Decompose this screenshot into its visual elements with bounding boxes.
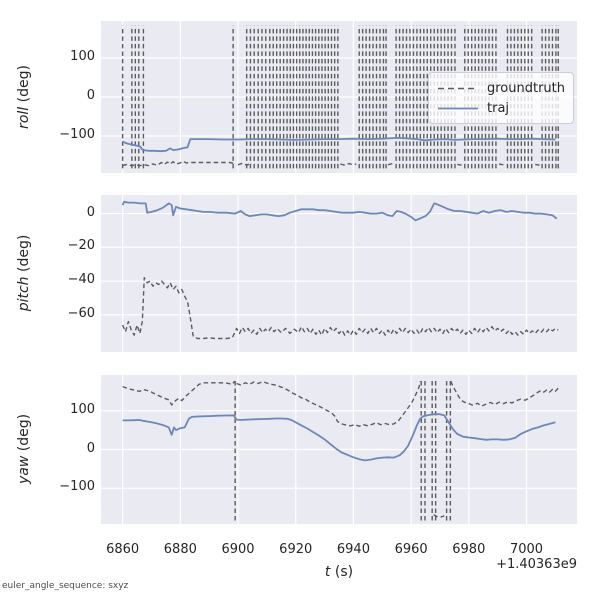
yaw-axis-label-unit: (deg) bbox=[16, 413, 32, 456]
pitch-axis-label-unit: (deg) bbox=[16, 234, 32, 277]
dashed-line-sample bbox=[438, 87, 478, 89]
pitch-y-tick-label: −60 bbox=[67, 305, 95, 321]
legend-entry-traj: traj bbox=[438, 101, 564, 116]
roll-y-tick-label: 100 bbox=[70, 49, 95, 65]
pitch-axes-background bbox=[101, 195, 577, 352]
yaw-series-traj bbox=[122, 413, 556, 462]
x-tick-label: 6900 bbox=[221, 542, 255, 557]
x-axis-label: t (s) bbox=[325, 564, 353, 580]
pitch-axis-label-var: pitch bbox=[16, 276, 32, 312]
yaw-axis-label-var: yaw bbox=[16, 455, 32, 485]
legend-label-traj: traj bbox=[487, 100, 510, 116]
pitch-y-tick-label: 0 bbox=[86, 204, 95, 220]
x-axis-label-var: t bbox=[324, 564, 331, 580]
yaw-y-tick-label: −100 bbox=[59, 479, 95, 495]
legend: groundtruth traj bbox=[428, 72, 574, 124]
x-tick-label: 7000 bbox=[509, 542, 544, 557]
pitch-series-groundtruth bbox=[121, 277, 559, 340]
x-axis-offset-text: +1.40363e9 bbox=[496, 557, 577, 572]
roll-series-groundtruth bbox=[122, 160, 540, 167]
yaw-y-tick-label: 100 bbox=[70, 401, 95, 417]
x-tick-label: 6960 bbox=[394, 542, 428, 557]
legend-entry-groundtruth: groundtruth bbox=[438, 80, 566, 96]
roll-axis-label-unit: (deg) bbox=[16, 65, 32, 107]
yaw-series-groundtruth bbox=[122, 380, 559, 518]
legend-label-groundtruth: groundtruth bbox=[487, 80, 566, 96]
solid-line-sample bbox=[438, 107, 478, 109]
pitch-axis-label: pitch (deg) bbox=[16, 235, 32, 312]
x-tick-label: 6940 bbox=[336, 542, 370, 557]
footer-annotation: euler_angle_sequence: sxyz bbox=[2, 581, 129, 591]
roll-y-tick-label: −100 bbox=[59, 126, 95, 142]
pitch-series-traj bbox=[121, 200, 558, 222]
roll-axis-label-var: roll bbox=[16, 106, 32, 129]
x-tick-label: 6980 bbox=[452, 542, 486, 557]
x-tick-label: 6860 bbox=[106, 542, 140, 557]
roll-y-tick-label: 0 bbox=[86, 88, 95, 103]
roll-series-traj bbox=[122, 137, 556, 153]
pitch-y-tick-label: −40 bbox=[67, 272, 95, 288]
yaw-axis-label: yaw (deg) bbox=[16, 414, 32, 484]
yaw-y-tick-label: 0 bbox=[86, 440, 95, 456]
x-tick-label: 6880 bbox=[163, 542, 197, 557]
x-tick-label: 6920 bbox=[279, 542, 313, 557]
pitch-y-tick-label: −20 bbox=[67, 238, 95, 254]
roll-axis-label: roll (deg) bbox=[16, 65, 32, 129]
x-axis-label-unit: (s) bbox=[330, 564, 354, 580]
